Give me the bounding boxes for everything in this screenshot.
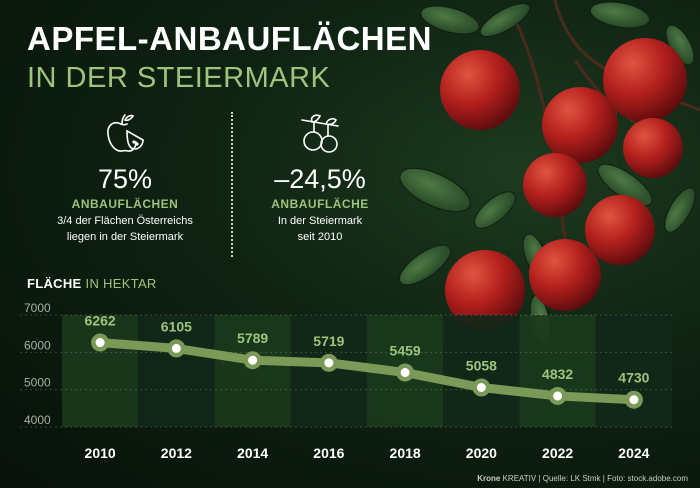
stat-change-desc-line1: In der Steiermark	[277, 215, 363, 227]
stat-change-desc: In der Steiermark seit 2010	[255, 214, 385, 246]
x-tick-label: 2018	[390, 445, 421, 461]
area-line-chart: 4000 5000 6000 7000 6262 6105 5789 5719 5459 5058…	[20, 301, 672, 461]
data-point	[248, 355, 258, 365]
data-point	[324, 358, 334, 368]
stats-divider	[231, 112, 233, 257]
data-point	[171, 343, 181, 353]
footer-source: KREATIV | Quelle: LK Stmk | Foto: stock.…	[500, 474, 688, 483]
data-label: 6262	[85, 313, 116, 329]
chart-band	[214, 315, 291, 427]
data-point	[95, 338, 105, 348]
title-line2: IN DER STEIERMARK	[27, 62, 331, 94]
chart-title-light: IN HEKTAR	[85, 276, 157, 291]
x-tick-label: 2012	[161, 445, 192, 461]
stat-change-label: ANBAUFLÄCHE	[271, 197, 369, 211]
data-point	[553, 391, 563, 401]
stat-change-desc-line2: seit 2010	[297, 230, 343, 243]
footer-brand: Krone	[477, 474, 501, 483]
series-line	[95, 338, 639, 405]
apple-icon	[107, 114, 144, 152]
source-footer: Krone KREATIV | Quelle: LK Stmk | Foto: …	[477, 474, 688, 483]
data-label: 5459	[390, 343, 421, 359]
stat-share-label: ANBAUFLÄCHEN	[71, 197, 179, 211]
x-tick-label: 2024	[618, 445, 649, 461]
data-label: 5719	[313, 333, 344, 349]
chart-band	[62, 315, 139, 427]
data-label: 4730	[618, 370, 649, 386]
stat-share-value: 75%	[97, 164, 153, 194]
chart-band	[519, 315, 596, 427]
stat-share-desc: 3/4 der Flächen Österreichs liegen in de…	[40, 214, 210, 246]
stat-change: –24,5% ANBAUFLÄCHE In der Steiermark sei…	[255, 112, 385, 246]
x-tick-label: 2016	[313, 445, 344, 461]
data-label: 6105	[161, 318, 192, 334]
x-tick-label: 2022	[542, 445, 573, 461]
x-tick-label: 2010	[85, 445, 116, 461]
y-tick-label: 6000	[24, 338, 51, 352]
chart-band	[443, 315, 520, 427]
stat-share: 75% ANBAUFLÄCHEN 3/4 der Flächen Österre…	[40, 112, 210, 246]
chart-title-bold: FLÄCHE	[27, 276, 82, 291]
data-label: 5789	[237, 330, 268, 346]
data-label: 4832	[542, 366, 573, 382]
apple-branch-icon	[301, 114, 339, 153]
y-tick-label: 7000	[24, 301, 51, 315]
x-tick-label: 2014	[237, 445, 268, 461]
y-tick-label: 4000	[24, 413, 51, 427]
y-tick-label: 5000	[24, 376, 51, 390]
chart-title: FLÄCHE IN HEKTAR	[27, 276, 157, 291]
stat-share-desc-line1: 3/4 der Flächen Österreichs	[57, 215, 193, 227]
chart-band	[138, 315, 215, 427]
stat-share-desc-line2: liegen in der Steiermark	[66, 230, 184, 243]
x-tick-label: 2020	[466, 445, 497, 461]
stat-change-value: –24,5%	[274, 164, 366, 194]
data-point	[629, 395, 639, 405]
apple-branch-illustration	[398, 0, 700, 345]
data-label: 5058	[466, 358, 497, 374]
data-point	[400, 368, 410, 378]
title-line1: APFEL-ANBAUFLÄCHEN	[27, 20, 432, 57]
data-point	[476, 383, 486, 393]
